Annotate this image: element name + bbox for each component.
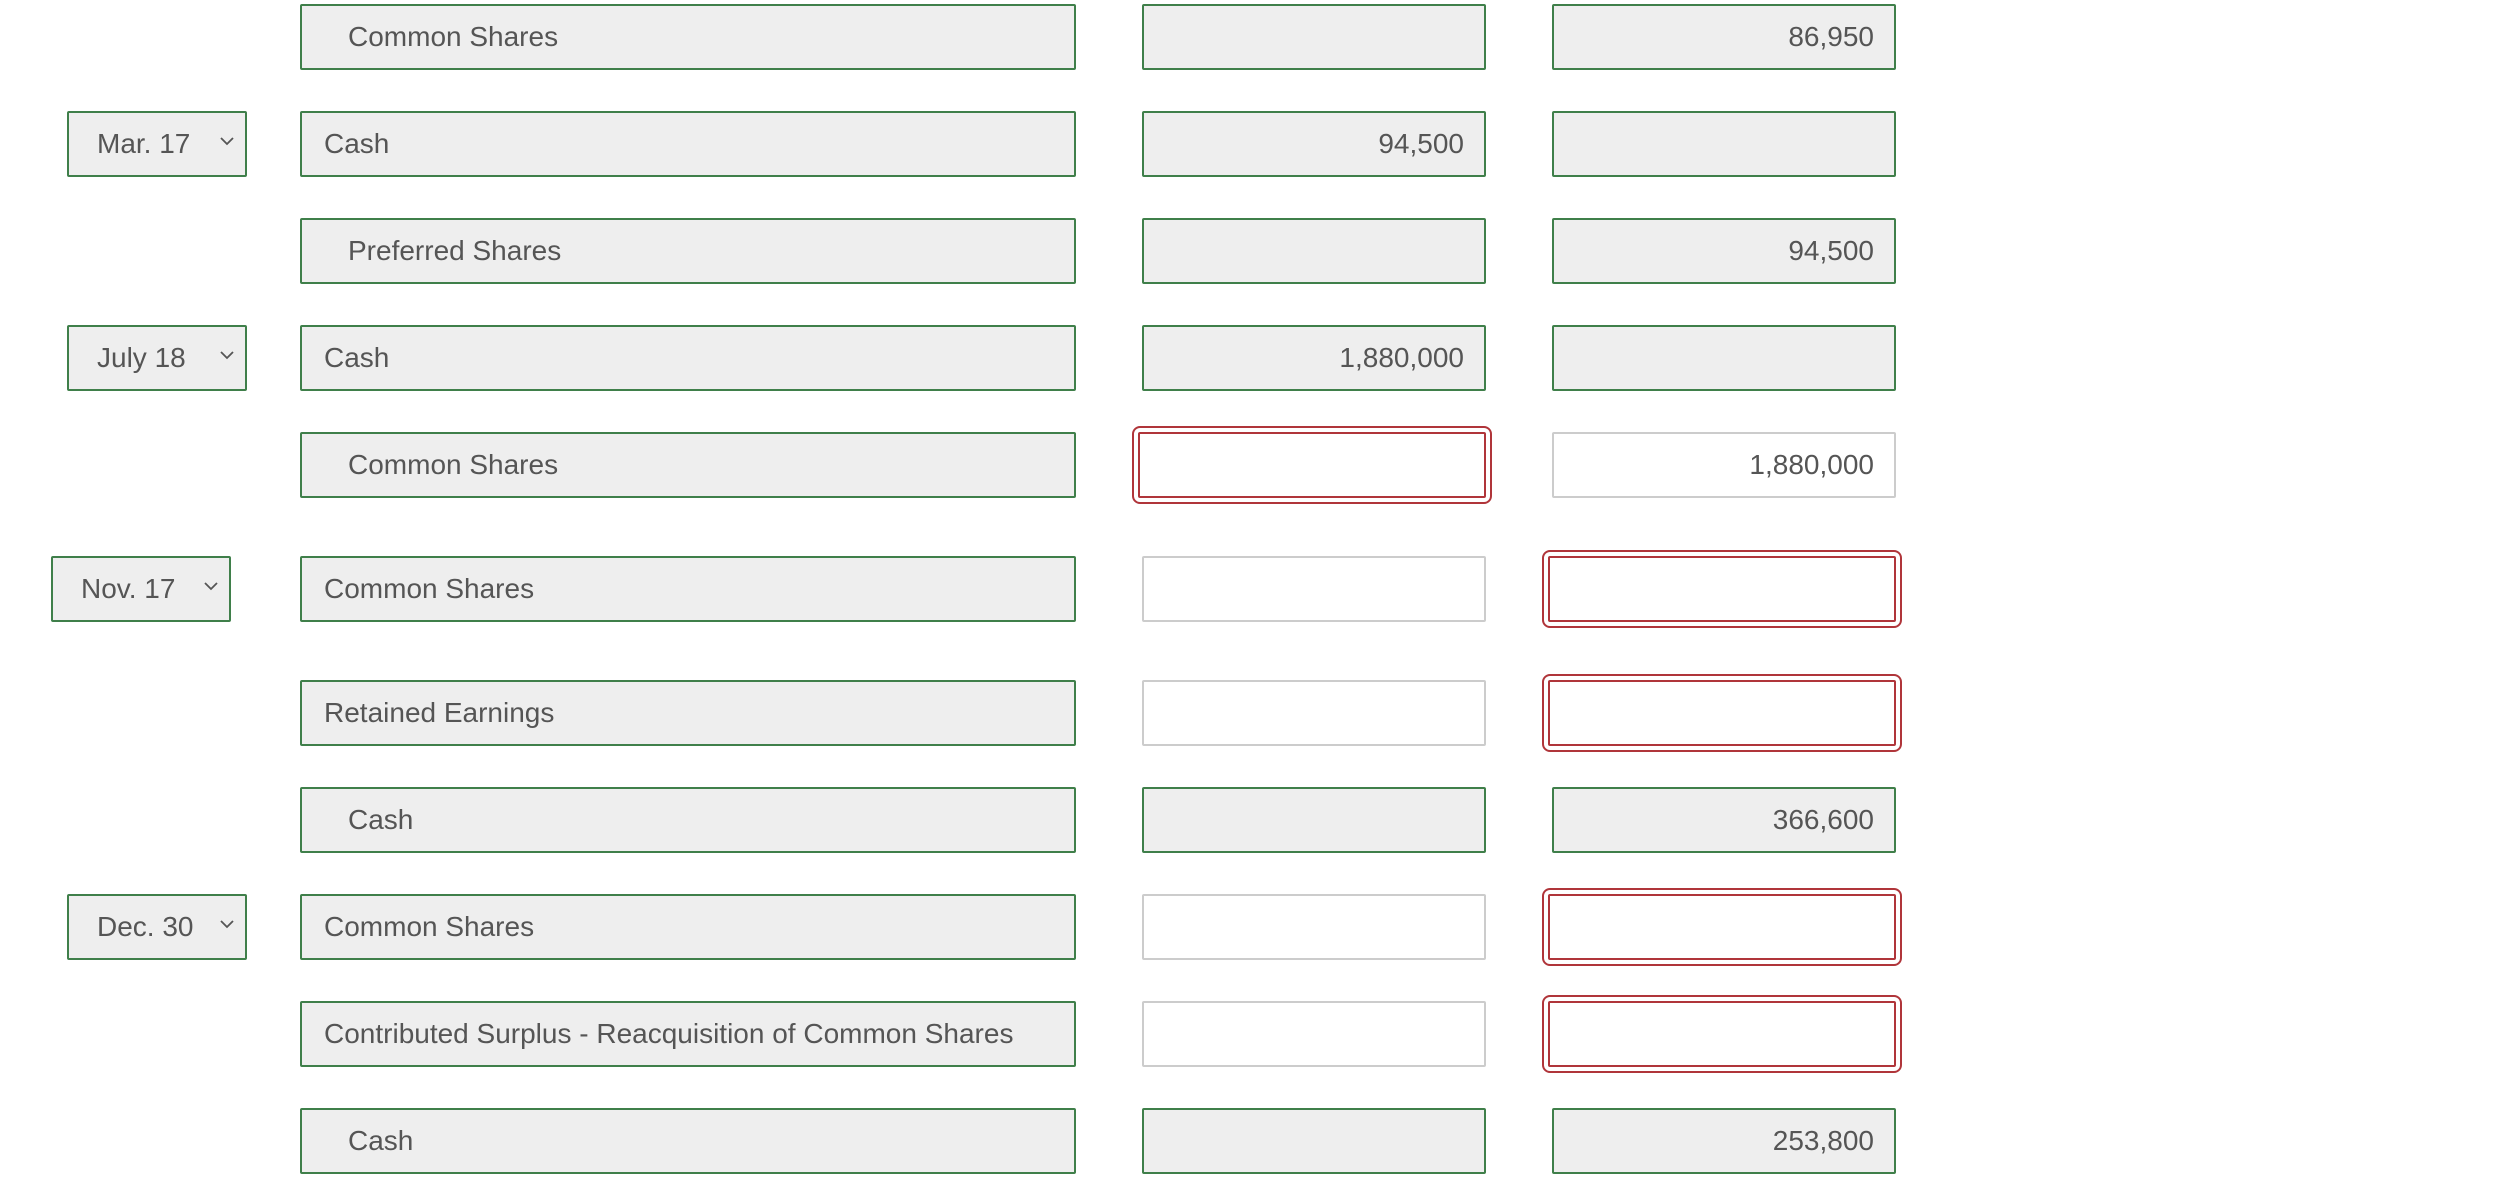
- debit-field[interactable]: 1,880,000: [1142, 325, 1486, 391]
- account-field[interactable]: Common Shares: [300, 432, 1076, 498]
- credit-field[interactable]: [1542, 888, 1902, 966]
- credit-field[interactable]: 94,500: [1552, 218, 1896, 284]
- credit-field[interactable]: 86,950: [1552, 4, 1896, 70]
- account-field[interactable]: Contributed Surplus - Reacquisition of C…: [300, 1001, 1076, 1067]
- debit-field[interactable]: [1142, 4, 1486, 70]
- debit-field[interactable]: [1132, 426, 1492, 504]
- debit-field[interactable]: 94,500: [1142, 111, 1486, 177]
- account-field[interactable]: Cash: [300, 325, 1076, 391]
- credit-field[interactable]: 253,800: [1552, 1108, 1896, 1174]
- debit-field[interactable]: [1142, 680, 1486, 746]
- journal-row: Common Shares 1,880,000: [0, 426, 2512, 504]
- journal-row: Retained Earnings: [0, 674, 2512, 752]
- account-field[interactable]: Retained Earnings: [300, 680, 1076, 746]
- debit-field[interactable]: [1142, 894, 1486, 960]
- debit-field[interactable]: [1142, 1108, 1486, 1174]
- chevron-down-icon: [220, 351, 234, 360]
- debit-field[interactable]: [1142, 218, 1486, 284]
- date-select[interactable]: Nov. 17: [51, 556, 231, 622]
- journal-row: Contributed Surplus - Reacquisition of C…: [0, 995, 2512, 1073]
- debit-field[interactable]: [1142, 787, 1486, 853]
- journal-row: July 18 Cash 1,880,000: [0, 325, 2512, 391]
- chevron-down-icon: [220, 920, 234, 929]
- journal-row: Nov. 17 Common Shares: [0, 550, 2512, 628]
- date-select-value: Nov. 17: [81, 573, 176, 604]
- date-select-value: July 18: [97, 342, 186, 373]
- journal-row: Cash 253,800: [0, 1108, 2512, 1174]
- journal-row: Mar. 17 Cash 94,500: [0, 111, 2512, 177]
- date-select[interactable]: Dec. 30: [67, 894, 247, 960]
- account-field[interactable]: Cash: [300, 1108, 1076, 1174]
- credit-field[interactable]: 366,600: [1552, 787, 1896, 853]
- journal-row: Cash 366,600: [0, 787, 2512, 853]
- date-select-value: Mar. 17: [97, 128, 191, 159]
- credit-field[interactable]: [1542, 674, 1902, 752]
- date-select-value: Dec. 30: [97, 911, 194, 942]
- debit-field[interactable]: [1142, 556, 1486, 622]
- account-field[interactable]: Cash: [300, 787, 1076, 853]
- credit-field[interactable]: [1552, 325, 1896, 391]
- account-field[interactable]: Preferred Shares: [300, 218, 1076, 284]
- credit-field[interactable]: 1,880,000: [1552, 432, 1896, 498]
- chevron-down-icon: [204, 582, 218, 591]
- chevron-down-icon: [220, 137, 234, 146]
- journal-row: Common Shares 86,950: [0, 4, 2512, 70]
- account-field[interactable]: Common Shares: [300, 556, 1076, 622]
- debit-field[interactable]: [1142, 1001, 1486, 1067]
- journal-row: Preferred Shares 94,500: [0, 218, 2512, 284]
- account-field[interactable]: Cash: [300, 111, 1076, 177]
- credit-field[interactable]: [1542, 995, 1902, 1073]
- account-field[interactable]: Common Shares: [300, 4, 1076, 70]
- date-select[interactable]: July 18: [67, 325, 247, 391]
- account-field[interactable]: Common Shares: [300, 894, 1076, 960]
- credit-field[interactable]: [1542, 550, 1902, 628]
- date-select[interactable]: Mar. 17: [67, 111, 247, 177]
- credit-field[interactable]: [1552, 111, 1896, 177]
- journal-row: Dec. 30 Common Shares: [0, 888, 2512, 966]
